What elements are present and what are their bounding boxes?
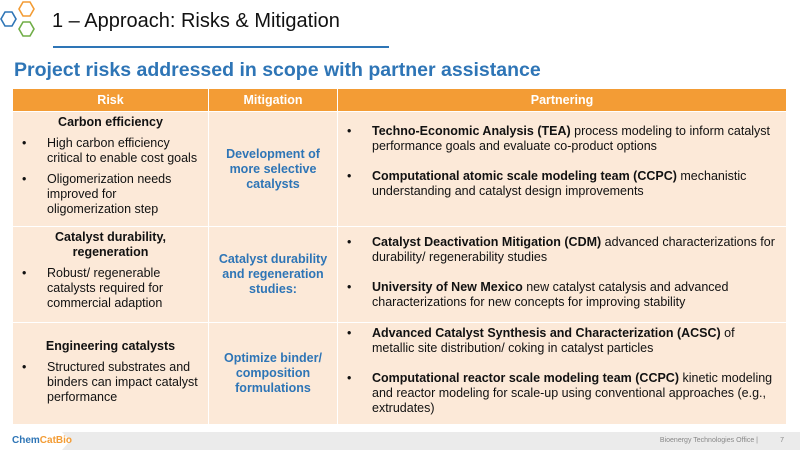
partnering-cell: Techno-Economic Analysis (TEA) process m… [337, 111, 787, 227]
partner-name: Techno-Economic Analysis (TEA) [372, 124, 571, 138]
risk-title: Engineering catalysts [45, 339, 176, 353]
mitigation-cell: Development of more selective catalysts [208, 111, 338, 227]
chemcatbio-hexagon-logo [0, 1, 35, 37]
table-row: Catalyst durability, regeneration Robust… [12, 226, 787, 323]
slide-subtitle: Project risks addressed in scope with pa… [14, 59, 541, 81]
risk-cell: Carbon efficiency High carbon efficiency… [12, 111, 209, 227]
column-header-partnering: Partnering [337, 88, 787, 112]
partner-desc: mechanistic understanding and catalyst d… [372, 169, 747, 198]
risk-cell: Catalyst durability, regeneration Robust… [12, 226, 209, 323]
partner-name: Catalyst Deactivation Mitigation (CDM) [372, 235, 602, 249]
table-row: Engineering catalysts Structured substra… [12, 322, 787, 425]
title-divider [53, 46, 389, 48]
partner-item: Computational reactor scale modeling tea… [344, 371, 780, 416]
brand-part: CatBio [39, 435, 73, 446]
office-label: Bioenergy Technologies Office | [659, 437, 758, 444]
partnering-cell: Catalyst Deactivation Mitigation (CDM) a… [337, 226, 787, 323]
page-number: 7 [780, 437, 784, 444]
partner-name: Computational reactor scale modeling tea… [372, 371, 680, 385]
partner-name: Computational atomic scale modeling team… [372, 169, 677, 183]
partner-item: Computational atomic scale modeling team… [344, 169, 780, 199]
partner-item: Techno-Economic Analysis (TEA) process m… [344, 124, 780, 154]
risk-item: Oligomerization needs improved for oligo… [19, 172, 202, 217]
partner-item: Catalyst Deactivation Mitigation (CDM) a… [344, 235, 780, 265]
slide-title: 1 – Approach: Risks & Mitigation [52, 10, 340, 32]
partner-name: University of New Mexico [372, 280, 523, 294]
risk-title: Catalyst durability, regeneration [55, 230, 166, 259]
column-header-risk: Risk [12, 88, 209, 112]
risks-table: Risk Mitigation Partnering Carbon effici… [12, 88, 787, 425]
partner-desc: new catalyst catalysis and advanced char… [372, 280, 729, 309]
partner-item: Advanced Catalyst Synthesis and Characte… [344, 326, 780, 356]
risk-item: Structured substrates and binders can im… [19, 360, 202, 405]
table-row: Carbon efficiency High carbon efficiency… [12, 111, 787, 227]
table-header-row: Risk Mitigation Partnering [12, 88, 787, 112]
partner-desc: advanced characterizations for durabilit… [372, 235, 775, 264]
mitigation-cell: Optimize binder/ composition formulation… [208, 322, 338, 425]
risk-title: Carbon efficiency [58, 115, 163, 129]
brand-part: Chem [12, 435, 40, 446]
risk-item: Robust/ regenerable catalysts required f… [19, 266, 202, 311]
partner-desc: process modeling to inform catalyst perf… [372, 124, 771, 153]
column-header-mitigation: Mitigation [208, 88, 338, 112]
footer-bar: ChemCatBio Bioenergy Technologies Office… [0, 432, 800, 450]
partner-name: Advanced Catalyst Synthesis and Characte… [372, 326, 721, 340]
chemcatbio-logo: ChemCatBio [12, 435, 72, 446]
partner-desc: kinetic modeling and reactor modeling fo… [372, 371, 773, 415]
mitigation-cell: Catalyst durability and regeneration stu… [208, 226, 338, 323]
partnering-cell: Advanced Catalyst Synthesis and Characte… [337, 322, 787, 425]
partner-desc: of metallic site distribution/ coking in… [372, 326, 735, 355]
footer-logo-tab [0, 432, 70, 450]
risk-cell: Engineering catalysts Structured substra… [12, 322, 209, 425]
partner-item: University of New Mexico new catalyst ca… [344, 280, 780, 310]
risk-item: High carbon efficiency critical to enabl… [19, 136, 202, 166]
